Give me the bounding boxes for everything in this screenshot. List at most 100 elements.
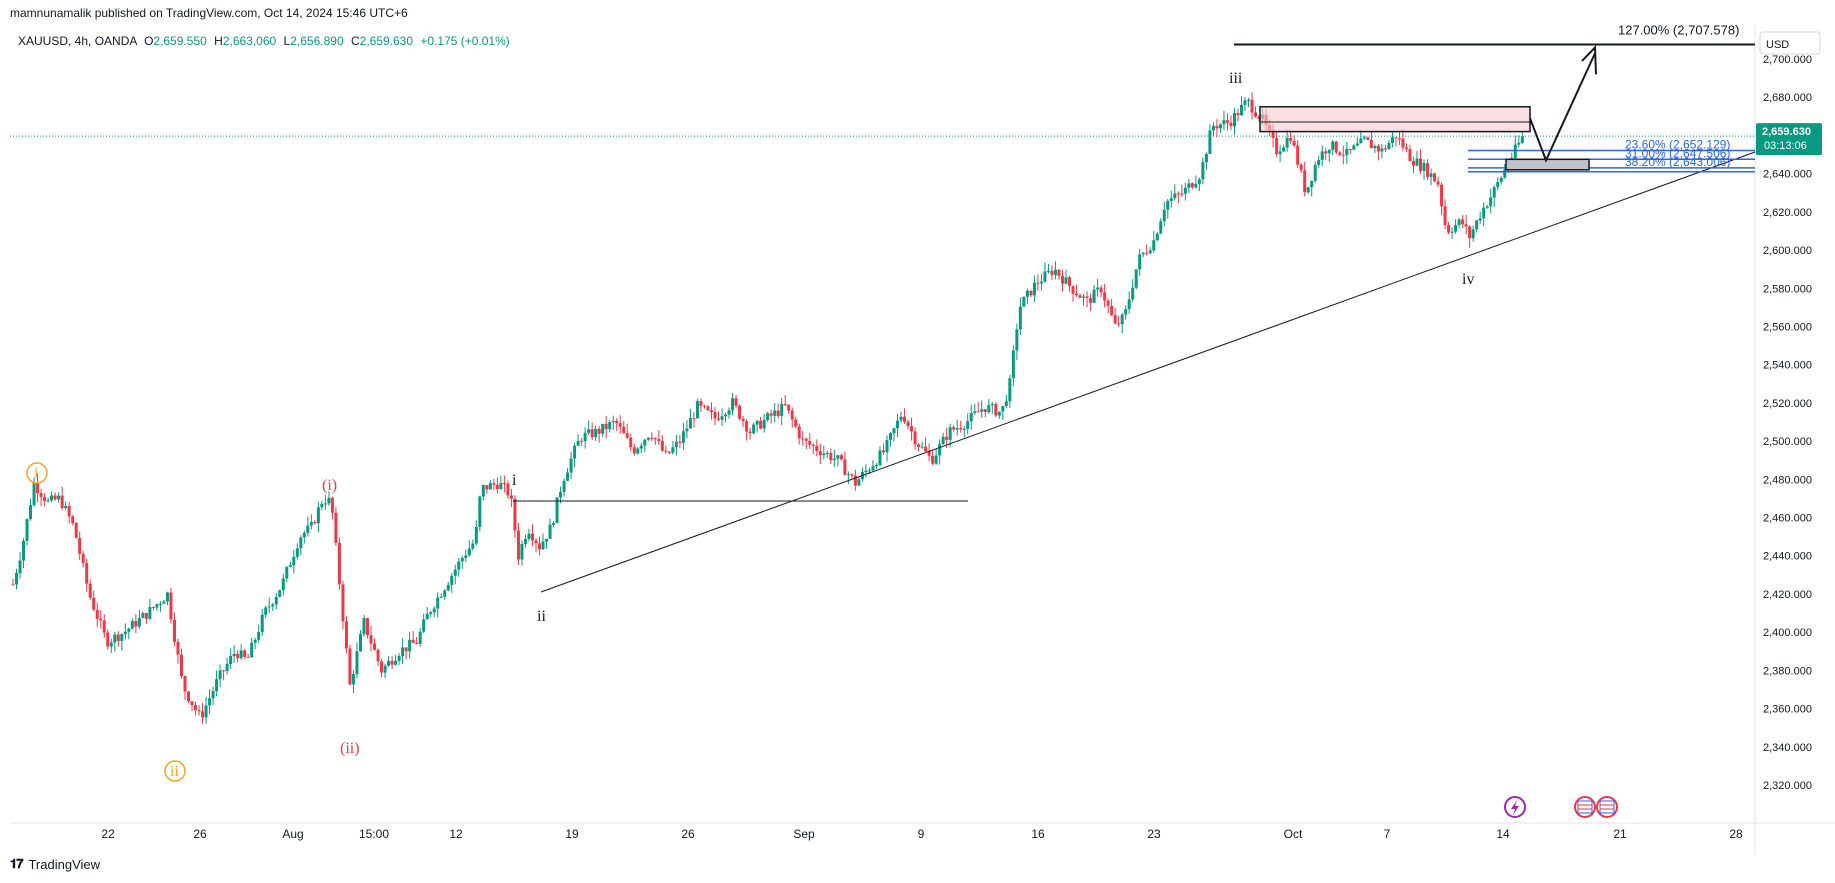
candle-body [239, 650, 243, 659]
candle-body [1443, 206, 1447, 226]
high-label: H [214, 34, 223, 48]
candle-body [853, 475, 857, 486]
candle-body [1180, 193, 1184, 195]
candle-body [1369, 139, 1373, 149]
orange-wave-i: i [34, 465, 39, 482]
symbol-name[interactable]: XAUUSD, 4h, OANDA [18, 34, 137, 48]
candle-body [320, 503, 324, 508]
brand-name[interactable]: TradingView [28, 856, 101, 872]
candle-body [1197, 179, 1201, 184]
black-wave-iv: iv [1462, 271, 1474, 288]
price-tick-label: 2,460.000 [1763, 513, 1812, 525]
candle-body [176, 641, 180, 655]
candle-body [15, 573, 19, 585]
candle-body [948, 427, 952, 440]
candle-body [1057, 269, 1061, 276]
publish-info: mamnunamalik published on TradingView.co… [10, 6, 408, 20]
price-tick-label: 2,540.000 [1763, 360, 1812, 372]
candle-body [555, 497, 559, 524]
candle-body [987, 405, 991, 412]
candle-body [885, 439, 889, 453]
candle-body [201, 711, 205, 718]
candle-body [1187, 183, 1191, 188]
candle-body [871, 466, 875, 471]
candle-body [446, 585, 450, 591]
candle-body [323, 503, 327, 505]
close-label: C [350, 34, 360, 48]
candle-body [327, 497, 331, 504]
resistance-box[interactable] [1259, 106, 1531, 133]
fib-236-label: 23.60% (2,652.129) [1625, 137, 1730, 151]
orange-wave-ii: ii [170, 763, 179, 780]
price-tag-countdown: 03:13:06 [1764, 140, 1807, 152]
candle-body [1131, 287, 1135, 300]
candle-body [158, 603, 162, 605]
candle-body [169, 592, 173, 620]
candle-body [906, 421, 910, 427]
candle-body [924, 446, 928, 452]
candle-body [387, 660, 391, 666]
time-axis: 22 26 Aug 15:00 12 19 26 Sep 9 16 23 Oct 7 14 21 28 [101, 827, 1743, 841]
candle-body [1359, 138, 1363, 144]
candle-body [1043, 271, 1047, 282]
candle-body [1075, 293, 1079, 296]
price-tick-label: 2,520.000 [1763, 398, 1812, 410]
candle-body [1440, 184, 1444, 207]
candle-body [204, 705, 208, 718]
candle-body [422, 619, 426, 632]
candle-body [436, 597, 440, 609]
candle-body [109, 642, 113, 647]
candle-body [713, 411, 717, 419]
candle-body [1152, 240, 1156, 251]
candle-body [218, 670, 222, 680]
price-tick-label: 2,700.000 [1763, 54, 1812, 66]
candle-body [313, 521, 317, 524]
candle-body [580, 440, 584, 442]
open-value: 2,659.550 [153, 34, 207, 48]
candle-body [1124, 309, 1128, 315]
candle-body [534, 540, 538, 544]
candle-body [920, 446, 924, 448]
candle-body [183, 676, 187, 692]
trend-line[interactable] [540, 151, 1756, 593]
candle-body [1496, 181, 1500, 188]
candle-body [1250, 99, 1254, 113]
candle-body [783, 404, 787, 406]
candle-body [194, 705, 198, 711]
candle-body [155, 604, 159, 608]
candle-body [1225, 120, 1229, 123]
fib-382-label: 38.20% (2,643.006) [1625, 155, 1730, 169]
candle-body [590, 429, 594, 438]
close-value: 2,659.630 [359, 34, 414, 48]
candle-body [1429, 173, 1433, 177]
candle-body [1433, 173, 1437, 182]
candle-body [1032, 282, 1036, 296]
price-tick-label: 2,320.000 [1763, 780, 1812, 792]
candle-body [1468, 226, 1472, 239]
candle-body [46, 500, 50, 502]
candle-body [541, 541, 545, 550]
currency-box[interactable] [1759, 31, 1821, 55]
candle-body [695, 401, 699, 419]
candle-body [358, 634, 362, 652]
candle-body [190, 701, 194, 706]
candle-body [952, 427, 956, 430]
candle-body [1426, 163, 1430, 177]
candle-body [309, 521, 313, 526]
candle-body [976, 411, 980, 413]
candle-body [797, 426, 801, 439]
us-flag-event-icon-2[interactable] [1596, 796, 1618, 818]
candle-body [1218, 124, 1222, 129]
candle-body [453, 569, 457, 576]
support-box[interactable] [1505, 158, 1590, 171]
candle-body [1310, 180, 1314, 188]
candle-body [64, 505, 68, 509]
candle-body [745, 421, 749, 432]
us-flag-event-icon[interactable] [1574, 796, 1596, 818]
projection-path[interactable] [1529, 52, 1596, 163]
candle-body [366, 618, 370, 636]
candle-body [808, 440, 812, 445]
candle-body [211, 691, 215, 699]
tradingview-logo-icon: 𝟏𝟕 [10, 856, 24, 871]
